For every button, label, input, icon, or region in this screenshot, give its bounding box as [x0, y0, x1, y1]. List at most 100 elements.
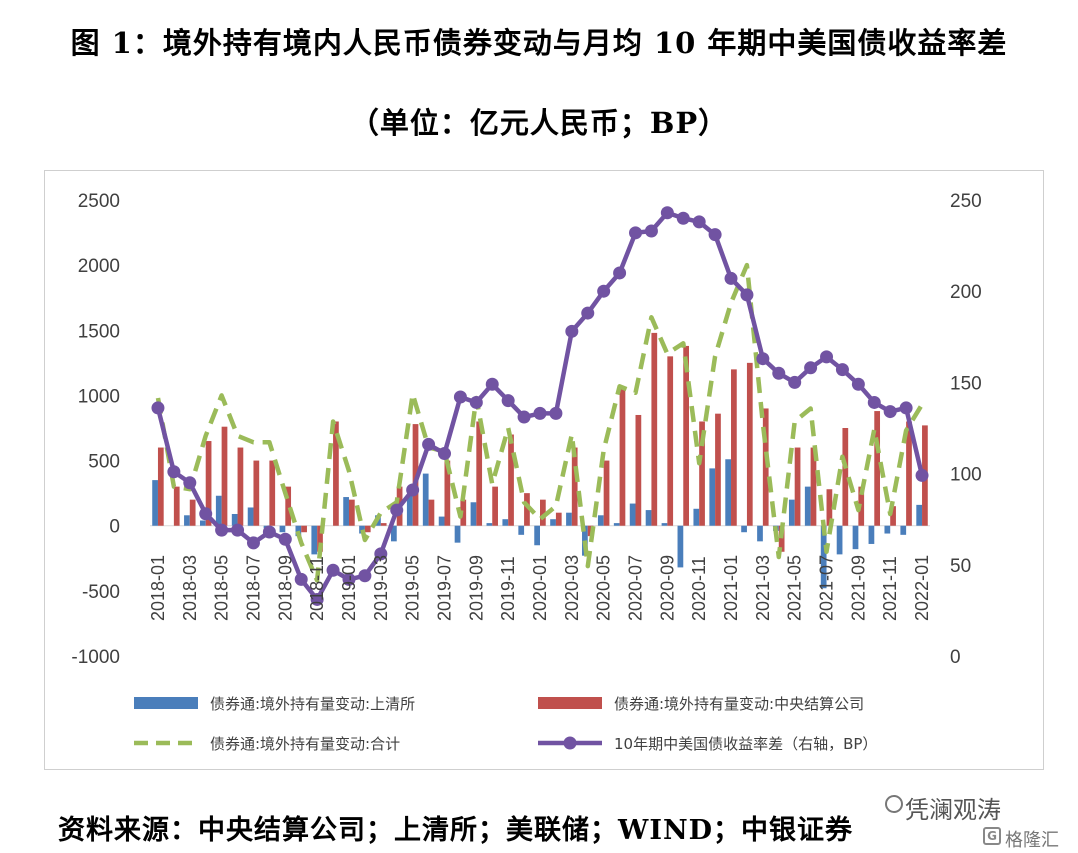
yield-spread-marker — [867, 395, 881, 409]
yield-spread-marker — [788, 375, 802, 389]
left-axis-tick-label: -1000 — [71, 647, 120, 668]
bar-ccdc — [826, 489, 833, 526]
gelonghui-logo-icon: G — [983, 827, 1001, 845]
bar-ccdc — [651, 332, 658, 526]
watermark-brand: 凭澜观涛 — [905, 796, 1001, 824]
bar-ccdc — [842, 428, 849, 526]
bar-shanghai-clearing — [566, 512, 572, 526]
bar-shanghai-clearing — [534, 525, 540, 546]
yield-spread-marker — [231, 523, 245, 537]
bar-ccdc — [635, 414, 642, 526]
yield-spread-marker — [676, 211, 690, 225]
yield-spread-marker — [326, 563, 340, 577]
yield-spread-marker — [358, 569, 372, 583]
yield-spread-marker — [183, 476, 197, 490]
bar-ccdc — [412, 424, 419, 526]
bar-ccdc — [301, 525, 307, 533]
bar-shanghai-clearing — [916, 504, 923, 526]
bar-ccdc — [762, 408, 769, 526]
x-axis-tick-label: 2019-07 — [435, 555, 455, 621]
yield-spread-marker — [644, 224, 658, 238]
bar-shanghai-clearing — [629, 503, 636, 526]
x-axis-tick-label: 2020-01 — [530, 555, 550, 621]
bar-shanghai-clearing — [788, 499, 795, 526]
yield-spread-marker — [406, 483, 420, 497]
x-axis-tick-label: 2018-05 — [212, 555, 232, 621]
yield-spread-marker — [390, 503, 404, 517]
yield-spread-marker — [278, 532, 292, 546]
legend-label: 债券通:境外持有量变动:上清所 — [210, 695, 415, 713]
bar-shanghai-clearing — [804, 486, 811, 526]
bar-ccdc — [778, 525, 785, 552]
bar-ccdc — [540, 499, 546, 526]
yield-spread-marker — [262, 525, 276, 539]
x-axis-tick-label: 2019-01 — [339, 555, 359, 621]
yield-spread-marker — [246, 536, 260, 550]
bar-shanghai-clearing — [152, 480, 158, 526]
left-axis-tick-label: 2500 — [78, 191, 120, 212]
x-axis-tick-label: 2020-03 — [562, 555, 582, 621]
source-note: 资料来源：中央结算公司；上清所；美联储；WIND；中银证券 — [58, 815, 854, 846]
x-axis-tick-label: 2020-05 — [594, 555, 614, 621]
x-axis-tick-label: 2021-11 — [880, 556, 900, 621]
bar-ccdc — [444, 460, 451, 526]
x-axis-tick-label: 2020-11 — [689, 556, 709, 621]
bar-ccdc — [428, 499, 435, 526]
bar-shanghai-clearing — [852, 525, 859, 550]
legend-swatch-marker — [563, 736, 577, 750]
x-axis-tick-label: 2019-11 — [498, 556, 518, 621]
x-axis-tick-label: 2020-07 — [626, 555, 646, 621]
left-axis-tick-label: 500 — [88, 452, 120, 473]
bar-ccdc — [906, 421, 912, 526]
yield-spread-marker — [215, 523, 229, 537]
bar-ccdc — [380, 523, 387, 526]
chart-title-line2: （单位：亿元人民币；BP） — [349, 106, 729, 140]
right-axis-tick-label: 100 — [950, 465, 982, 486]
bar-shanghai-clearing — [486, 523, 493, 526]
right-axis-tick-label: 0 — [950, 647, 961, 668]
bar-shanghai-clearing — [199, 520, 206, 526]
bar-ccdc — [205, 441, 212, 526]
line-total-dashed — [155, 262, 924, 583]
wechat-icon — [885, 795, 903, 813]
bar-shanghai-clearing — [709, 468, 716, 526]
bar-ccdc — [157, 447, 164, 526]
yield-spread-marker — [820, 350, 834, 364]
bar-ccdc — [508, 434, 514, 526]
bar-shanghai-clearing — [693, 508, 700, 526]
bar-ccdc — [603, 460, 610, 526]
yield-spread-marker — [851, 377, 865, 391]
bar-shanghai-clearing — [645, 510, 652, 526]
x-axis-tick-label: 2022-01 — [912, 555, 932, 621]
yield-spread-marker — [310, 592, 324, 606]
x-axis-tick-label: 2018-01 — [148, 555, 168, 621]
bar-shanghai-clearing — [422, 473, 429, 526]
x-axis-tick-label: 2021-07 — [817, 555, 837, 621]
yield-spread-marker — [565, 324, 579, 338]
bar-shanghai-clearing — [454, 525, 461, 543]
bar-shanghai-clearing — [757, 525, 763, 542]
yield-spread-marker — [437, 447, 451, 461]
legend: 债券通:境外持有量变动:上清所 债券通:境外持有量变动:中央结算公司债券通:境外持… — [134, 695, 877, 753]
bar-shanghai-clearing — [502, 519, 509, 526]
legend-swatch-bar — [538, 697, 602, 709]
yield-spread-marker — [804, 361, 818, 375]
bar-ccdc — [794, 447, 801, 526]
bar-ccdc — [317, 525, 323, 552]
line-series — [151, 206, 929, 606]
bar-shanghai-clearing — [231, 513, 238, 526]
bar-ccdc — [810, 447, 817, 526]
left-axis-tick-label: 2000 — [78, 256, 120, 277]
yield-spread-marker — [692, 215, 706, 229]
yield-spread-marker — [167, 465, 181, 479]
yield-spread-marker — [772, 366, 786, 380]
bar-ccdc — [619, 388, 626, 526]
chart-frame — [44, 170, 1044, 770]
yield-spread-marker — [597, 284, 611, 298]
bar-shanghai-clearing — [279, 525, 286, 533]
yield-spread-marker — [342, 572, 356, 586]
yield-spread-marker — [915, 468, 929, 482]
bar-ccdc — [715, 413, 721, 526]
yield-spread-marker — [835, 363, 849, 377]
